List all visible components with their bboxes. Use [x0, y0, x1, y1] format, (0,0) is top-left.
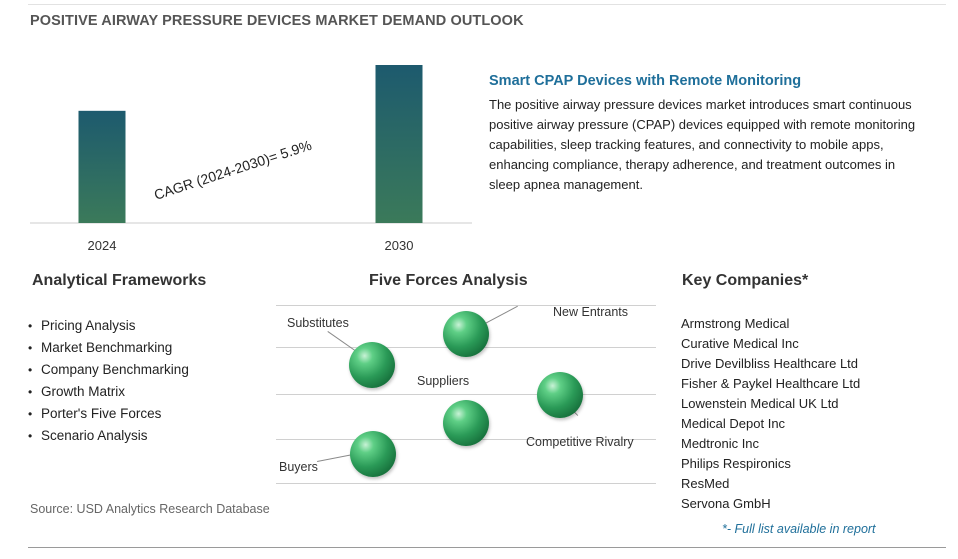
list-item: • Scenario Analysis	[28, 425, 189, 447]
new-entrants-sphere-icon	[443, 311, 489, 357]
list-item: Medical Depot Inc	[681, 416, 786, 431]
market-bar-chart: 2024 2030 CAGR (2024-2030)= 5.9%	[30, 65, 472, 253]
list-item: • Porter's Five Forces	[28, 403, 189, 425]
bar-2024	[78, 110, 126, 223]
substitutes-label: Substitutes	[287, 316, 349, 330]
divider-line	[276, 305, 656, 306]
bullet-icon: •	[28, 429, 33, 443]
bottom-divider	[28, 547, 946, 548]
suppliers-label: Suppliers	[417, 374, 470, 388]
x-tick-label: 2030	[385, 238, 414, 253]
top-divider	[28, 4, 946, 5]
bullet-icon: •	[28, 341, 33, 355]
list-item: Medtronic Inc	[681, 436, 760, 451]
list-item: Curative Medical Inc	[681, 336, 799, 351]
companies-footnote: *- Full list available in report	[722, 522, 876, 536]
list-item: Philips Respironics	[681, 456, 791, 471]
feature-title: Smart CPAP Devices with Remote Monitorin…	[489, 73, 802, 89]
list-item: Drive Devilbliss Healthcare Ltd	[681, 356, 859, 371]
divider-line	[276, 483, 656, 484]
list-item: Fisher & Paykel Healthcare Ltd	[681, 376, 861, 391]
five-forces-diagram: Substitutes New Entrants Suppliers Compe…	[276, 300, 656, 490]
cagr-annotation: CAGR (2024-2030)= 5.9%	[152, 137, 313, 203]
bar-2030	[375, 65, 423, 223]
frameworks-list: • Pricing Analysis • Market Benchmarking •…	[28, 315, 189, 447]
feature-description: The positive airway pressure devices mar…	[489, 97, 916, 192]
list-item: • Market Benchmarking	[28, 337, 189, 359]
divider-line	[276, 394, 656, 395]
companies-heading: Key Companies*	[682, 272, 809, 289]
list-item: Lowenstein Medical UK Ltd	[681, 396, 839, 411]
substitutes-sphere-icon	[349, 342, 395, 388]
x-tick-label: 2024	[88, 238, 117, 253]
list-item: • Pricing Analysis	[28, 315, 189, 337]
list-item: Servona GmbH	[681, 496, 771, 511]
suppliers-sphere-icon	[443, 400, 489, 446]
list-item: • Growth Matrix	[28, 381, 189, 403]
new-entrants-label: New Entrants	[553, 305, 629, 319]
list-item: ResMed	[681, 476, 730, 491]
competitive-rivalry-label: Competitive Rivalry	[526, 435, 634, 449]
source-note: Source: USD Analytics Research Database	[30, 502, 270, 516]
buyers-label: Buyers	[279, 460, 318, 474]
frameworks-heading: Analytical Frameworks	[32, 272, 207, 289]
bullet-icon: •	[28, 385, 33, 399]
competitive-rivalry-sphere-icon	[537, 372, 583, 418]
bullet-icon: •	[28, 407, 33, 421]
bullet-icon: •	[28, 319, 33, 333]
buyers-sphere-icon	[350, 431, 396, 477]
bullet-icon: •	[28, 363, 33, 377]
five-forces-heading: Five Forces Analysis	[369, 272, 528, 289]
list-item: Armstrong Medical	[681, 316, 790, 331]
companies-list: Armstrong Medical Curative Medical Inc D…	[681, 314, 860, 514]
list-item: • Company Benchmarking	[28, 359, 189, 381]
page-title: POSITIVE AIRWAY PRESSURE DEVICES MARKET …	[30, 13, 524, 29]
